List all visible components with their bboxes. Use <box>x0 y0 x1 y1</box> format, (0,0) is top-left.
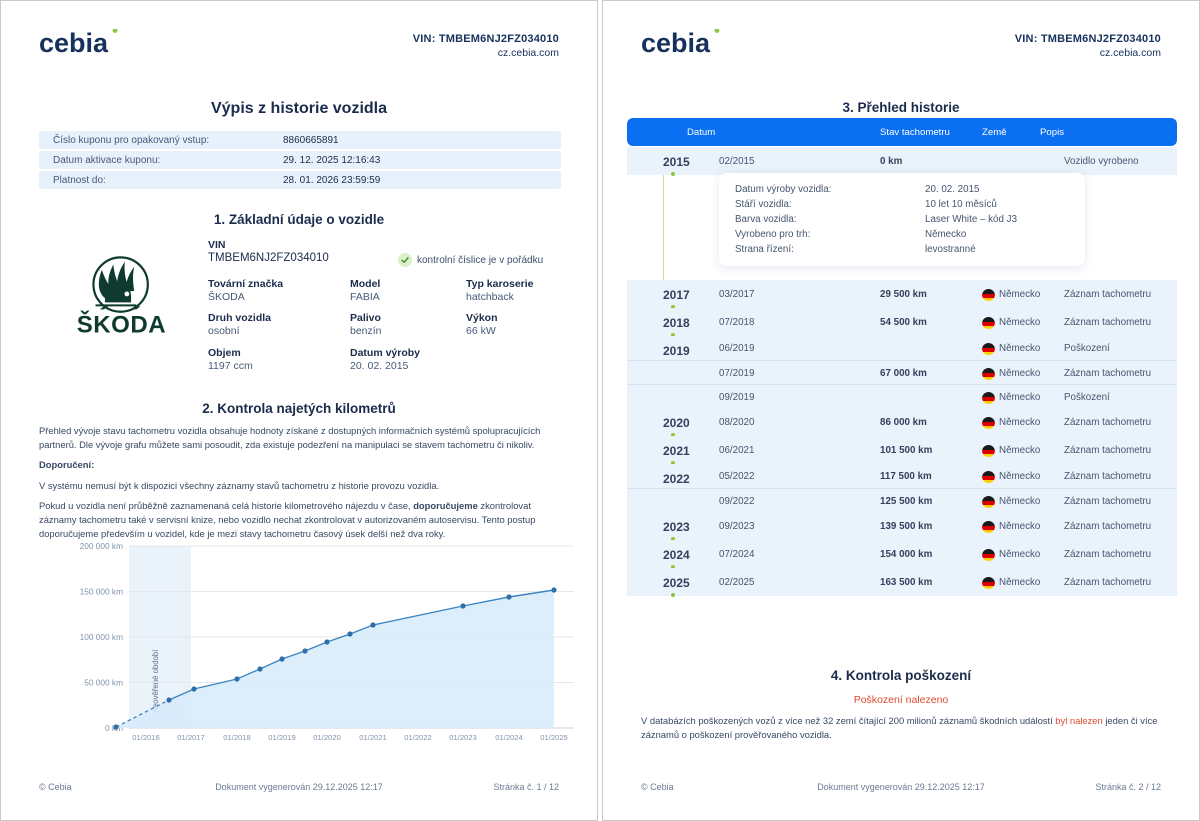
svg-text:neověřené období: neověřené období <box>151 649 160 713</box>
svg-text:01/2021: 01/2021 <box>359 733 386 742</box>
svg-text:ŠKODA: ŠKODA <box>77 311 166 339</box>
svg-text:01/2019: 01/2019 <box>268 733 295 742</box>
svg-text:01/2017: 01/2017 <box>177 733 204 742</box>
svg-text:01/2022: 01/2022 <box>404 733 431 742</box>
svg-text:01/2023: 01/2023 <box>449 733 476 742</box>
svg-text:100 000 km: 100 000 km <box>80 632 123 642</box>
svg-text:01/2016: 01/2016 <box>132 733 159 742</box>
svg-text:cebia: cebia <box>39 29 109 58</box>
svg-text:01/2025: 01/2025 <box>540 733 567 742</box>
svg-text:50 000 km: 50 000 km <box>84 678 123 688</box>
svg-text:01/2018: 01/2018 <box>223 733 250 742</box>
svg-text:150 000 km: 150 000 km <box>80 587 123 597</box>
svg-text:01/2020: 01/2020 <box>313 733 340 742</box>
svg-text:cebia: cebia <box>641 29 711 58</box>
svg-text:200 000 km: 200 000 km <box>80 541 123 551</box>
svg-text:01/2024: 01/2024 <box>495 733 522 742</box>
